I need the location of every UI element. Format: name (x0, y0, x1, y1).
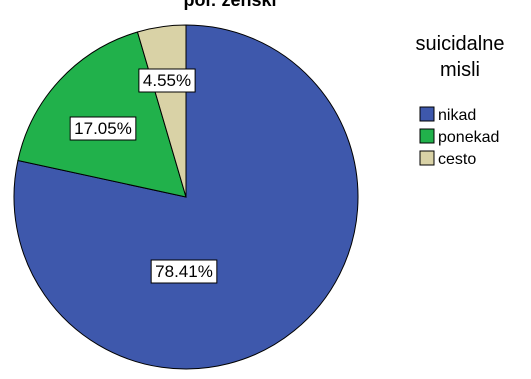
legend-swatch-nikad (419, 106, 435, 122)
data-label-ponekad: 17.05% (69, 116, 137, 141)
legend-label-nikad: nikad (438, 107, 476, 124)
legend: suicidalne misli nikad ponekad cesto (416, 33, 505, 168)
pie-data-labels: 78.41% 17.05% 4.55% (69, 68, 218, 284)
data-label-nikad: 78.41% (150, 259, 218, 284)
legend-label-cesto: cesto (438, 151, 476, 168)
legend-label-ponekad: ponekad (438, 129, 499, 146)
legend-title-line-1: suicidalne (416, 33, 505, 55)
legend-title-line-2: misli (440, 59, 480, 81)
data-label-text-ponekad: 17.05% (74, 119, 132, 138)
data-label-box-cesto (138, 68, 196, 93)
chart-title: pol: ženski (183, 0, 276, 10)
data-label-text-cesto: 4.55% (143, 71, 191, 90)
data-label-box-ponekad (69, 116, 137, 141)
legend-swatch-cesto (419, 150, 435, 166)
legend-swatch-ponekad (419, 128, 435, 144)
pie-slice-cesto (136, 24, 187, 198)
data-label-cesto: 4.55% (138, 68, 196, 93)
data-label-box-nikad (150, 259, 218, 284)
pie-slices (13, 24, 359, 370)
legend-items: nikad ponekad cesto (419, 106, 499, 168)
data-label-text-nikad: 78.41% (155, 262, 213, 281)
